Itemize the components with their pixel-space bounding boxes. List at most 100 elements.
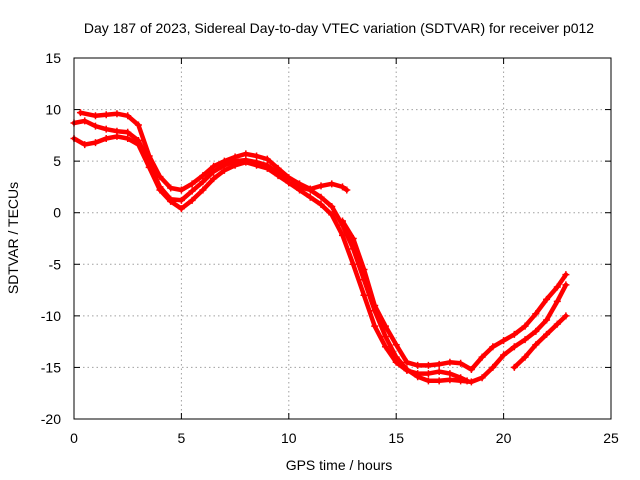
series-line-trace-e: [512, 313, 569, 370]
data-point: [457, 359, 465, 367]
data-point: [343, 186, 351, 194]
data-point: [521, 322, 529, 330]
data-point: [199, 172, 207, 180]
data-point: [296, 183, 304, 191]
series-points-trace-e: [510, 312, 570, 371]
data-point: [167, 197, 175, 205]
data-point: [231, 161, 239, 169]
y-tick-label: -5: [49, 256, 62, 272]
data-point: [521, 336, 529, 344]
data-point: [177, 186, 185, 194]
y-tick-label: -20: [41, 411, 61, 427]
data-point: [81, 141, 89, 149]
data-point: [424, 370, 432, 378]
data-point: [91, 139, 99, 147]
data-point: [124, 112, 132, 120]
ticks: [73, 57, 612, 420]
data-point: [306, 186, 314, 194]
data-point: [188, 196, 196, 204]
data-point: [489, 343, 497, 351]
data-point: [478, 374, 486, 382]
data-point: [360, 265, 368, 273]
data-point: [220, 166, 228, 174]
data-point: [543, 330, 551, 338]
data-point: [81, 117, 89, 125]
y-tick-label: -10: [41, 308, 61, 324]
data-point: [532, 341, 540, 349]
data-point: [349, 260, 357, 268]
data-point: [371, 322, 379, 330]
data-point: [199, 178, 207, 186]
x-tick-label: 10: [281, 430, 297, 446]
data-point: [553, 283, 561, 291]
y-tick-label: 0: [53, 205, 61, 221]
x-tick-label: 5: [178, 430, 186, 446]
data-point: [553, 320, 561, 328]
data-point: [562, 312, 570, 320]
y-tick-label: 5: [53, 153, 61, 169]
data-point: [242, 158, 250, 166]
data-point: [167, 184, 175, 192]
data-point: [360, 291, 368, 299]
grid: [74, 58, 611, 419]
data-point: [328, 180, 336, 188]
data-point: [113, 110, 121, 118]
data-point: [414, 361, 422, 369]
data-point: [349, 235, 357, 242]
x-tick-label: 15: [388, 430, 404, 446]
data-point: [263, 164, 271, 172]
data-point: [371, 302, 379, 310]
x-axis-label: GPS time / hours: [286, 457, 393, 473]
y-tick-label: 15: [45, 50, 61, 66]
data-point: [381, 343, 389, 351]
data-point: [403, 365, 411, 373]
data-point: [510, 343, 518, 351]
series-points-trace-d: [339, 217, 570, 373]
data-point: [317, 182, 325, 190]
data-point: [102, 125, 110, 133]
data-point: [553, 297, 561, 305]
data-point: [306, 193, 314, 201]
data-point: [500, 337, 508, 345]
x-tick-label: 25: [603, 430, 619, 446]
data-point: [457, 377, 465, 385]
data-point: [124, 128, 132, 136]
data-point: [91, 112, 99, 120]
data-point: [102, 111, 110, 119]
data-point: [188, 180, 196, 188]
data-point: [274, 172, 282, 180]
data-point: [446, 370, 454, 378]
data-point: [521, 353, 529, 361]
data-point: [263, 155, 271, 163]
data-point: [403, 358, 411, 366]
data-point: [76, 109, 84, 117]
data-point: [435, 377, 443, 385]
y-axis-label: SDTVAR / TECUs: [5, 182, 21, 294]
data-point: [199, 186, 207, 194]
data-point: [435, 360, 443, 368]
data-point: [285, 179, 293, 187]
data-point: [113, 132, 121, 140]
data-point: [134, 121, 142, 129]
y-tick-label: 10: [45, 102, 61, 118]
data-point: [392, 341, 400, 349]
data-point: [242, 150, 250, 158]
data-point: [253, 152, 261, 160]
data-point: [210, 175, 218, 183]
data-point: [381, 322, 389, 330]
series-line-trace-d: [340, 218, 569, 372]
data-point: [177, 196, 185, 204]
data-point: [489, 363, 497, 371]
chart-title: Day 187 of 2023, Sidereal Day-to-day VTE…: [84, 20, 594, 36]
data-point: [188, 187, 196, 195]
data-point: [424, 377, 432, 385]
data-point: [446, 376, 454, 384]
data-point: [467, 378, 475, 386]
series-points-trace-c: [70, 132, 570, 386]
data-point: [124, 134, 132, 142]
data-point: [339, 217, 346, 225]
data-point: [543, 316, 551, 324]
data-point: [414, 373, 422, 381]
